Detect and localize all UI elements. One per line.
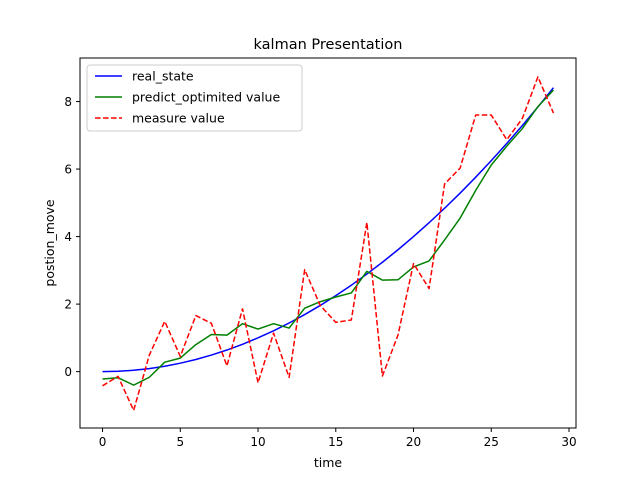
legend-label-1: predict_optimited value bbox=[132, 90, 280, 105]
legend-box bbox=[86, 64, 303, 132]
legend-label-2: measure value bbox=[132, 111, 225, 126]
x-tick-label: 0 bbox=[99, 435, 107, 449]
legend: real_state predict_optimited value measure… bbox=[86, 64, 303, 132]
chart-title: kalman Presentation bbox=[254, 37, 403, 53]
y-tick-label: 4 bbox=[64, 230, 72, 244]
y-tick-label: 8 bbox=[64, 95, 72, 109]
series-line-1 bbox=[102, 89, 554, 386]
x-tick-label: 30 bbox=[561, 435, 576, 449]
x-tick-label: 10 bbox=[250, 435, 265, 449]
x-tick-label: 15 bbox=[328, 435, 343, 449]
x-axis: 0 5 10 15 20 25 30 bbox=[99, 428, 577, 449]
legend-label-0: real_state bbox=[132, 69, 194, 84]
y-axis-label: postion_move bbox=[42, 199, 57, 287]
x-axis-label: time bbox=[314, 455, 343, 470]
x-tick-label: 25 bbox=[484, 435, 499, 449]
x-tick-label: 20 bbox=[406, 435, 421, 449]
y-axis: 0 2 4 6 8 bbox=[64, 95, 80, 379]
series-line-0 bbox=[102, 87, 555, 373]
x-tick-label: 5 bbox=[176, 435, 184, 449]
plot-area bbox=[102, 76, 555, 412]
y-tick-label: 0 bbox=[64, 365, 72, 379]
axes-frame bbox=[79, 57, 577, 429]
series-line-2 bbox=[102, 76, 555, 412]
y-tick-label: 6 bbox=[64, 163, 72, 177]
y-tick-label: 2 bbox=[64, 298, 72, 312]
